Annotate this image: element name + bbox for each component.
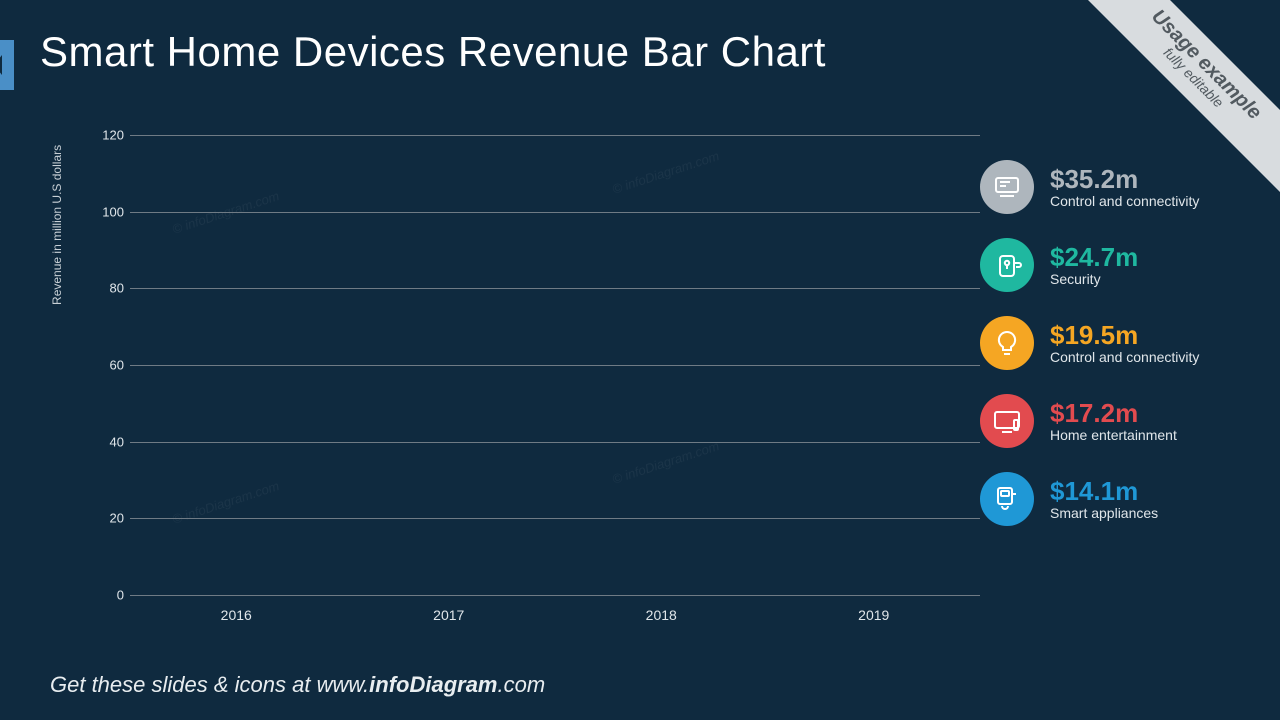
footer-prefix: Get these slides & icons at www. xyxy=(50,672,369,697)
page-title: Smart Home Devices Revenue Bar Chart xyxy=(40,28,826,76)
legend-item: $17.2mHome entertainment xyxy=(980,394,1240,448)
footer-bold: infoDiagram xyxy=(369,672,497,697)
x-tick-label: 2017 xyxy=(379,607,519,623)
gridline xyxy=(130,365,980,366)
legend-value: $24.7m xyxy=(1050,243,1138,272)
gridline xyxy=(130,135,980,136)
y-tick-label: 20 xyxy=(90,511,124,526)
legend-value: $14.1m xyxy=(1050,477,1158,506)
monitor-icon xyxy=(980,160,1034,214)
gridline xyxy=(130,595,980,596)
y-tick-label: 120 xyxy=(90,128,124,143)
gridline xyxy=(130,442,980,443)
legend-label: Home entertainment xyxy=(1050,427,1177,443)
gridline xyxy=(130,518,980,519)
y-tick-label: 60 xyxy=(90,358,124,373)
legend: $35.2mControl and connectivity$24.7mSecu… xyxy=(980,160,1240,526)
revenue-chart: Revenue in million U.S dollars © infoDia… xyxy=(60,125,980,645)
accent-tab xyxy=(0,40,14,90)
legend-value: $19.5m xyxy=(1050,321,1199,350)
footer-attribution: Get these slides & icons at www.infoDiag… xyxy=(50,672,545,698)
lock-icon xyxy=(980,238,1034,292)
legend-label: Control and connectivity xyxy=(1050,349,1199,365)
plot-area: © infoDiagram.com © infoDiagram.com © in… xyxy=(130,135,980,595)
appliance-icon xyxy=(980,472,1034,526)
legend-item: $14.1mSmart appliances xyxy=(980,472,1240,526)
legend-label: Smart appliances xyxy=(1050,505,1158,521)
footer-suffix: .com xyxy=(498,672,546,697)
legend-value: $35.2m xyxy=(1050,165,1199,194)
legend-item: $24.7mSecurity xyxy=(980,238,1240,292)
legend-item: $35.2mControl and connectivity xyxy=(980,160,1240,214)
legend-label: Control and connectivity xyxy=(1050,193,1199,209)
tv-icon xyxy=(980,394,1034,448)
legend-label: Security xyxy=(1050,271,1138,287)
legend-item: $19.5mControl and connectivity xyxy=(980,316,1240,370)
y-tick-label: 80 xyxy=(90,281,124,296)
gridline xyxy=(130,212,980,213)
legend-value: $17.2m xyxy=(1050,399,1177,428)
ribbon-line1: Usage example xyxy=(1093,0,1280,178)
x-tick-label: 2016 xyxy=(166,607,306,623)
x-tick-label: 2019 xyxy=(804,607,944,623)
y-axis-label: Revenue in million U.S dollars xyxy=(50,145,64,305)
x-tick-label: 2018 xyxy=(591,607,731,623)
gridline xyxy=(130,288,980,289)
y-tick-label: 40 xyxy=(90,434,124,449)
y-tick-label: 100 xyxy=(90,204,124,219)
bulb-icon xyxy=(980,316,1034,370)
y-tick-label: 0 xyxy=(90,588,124,603)
